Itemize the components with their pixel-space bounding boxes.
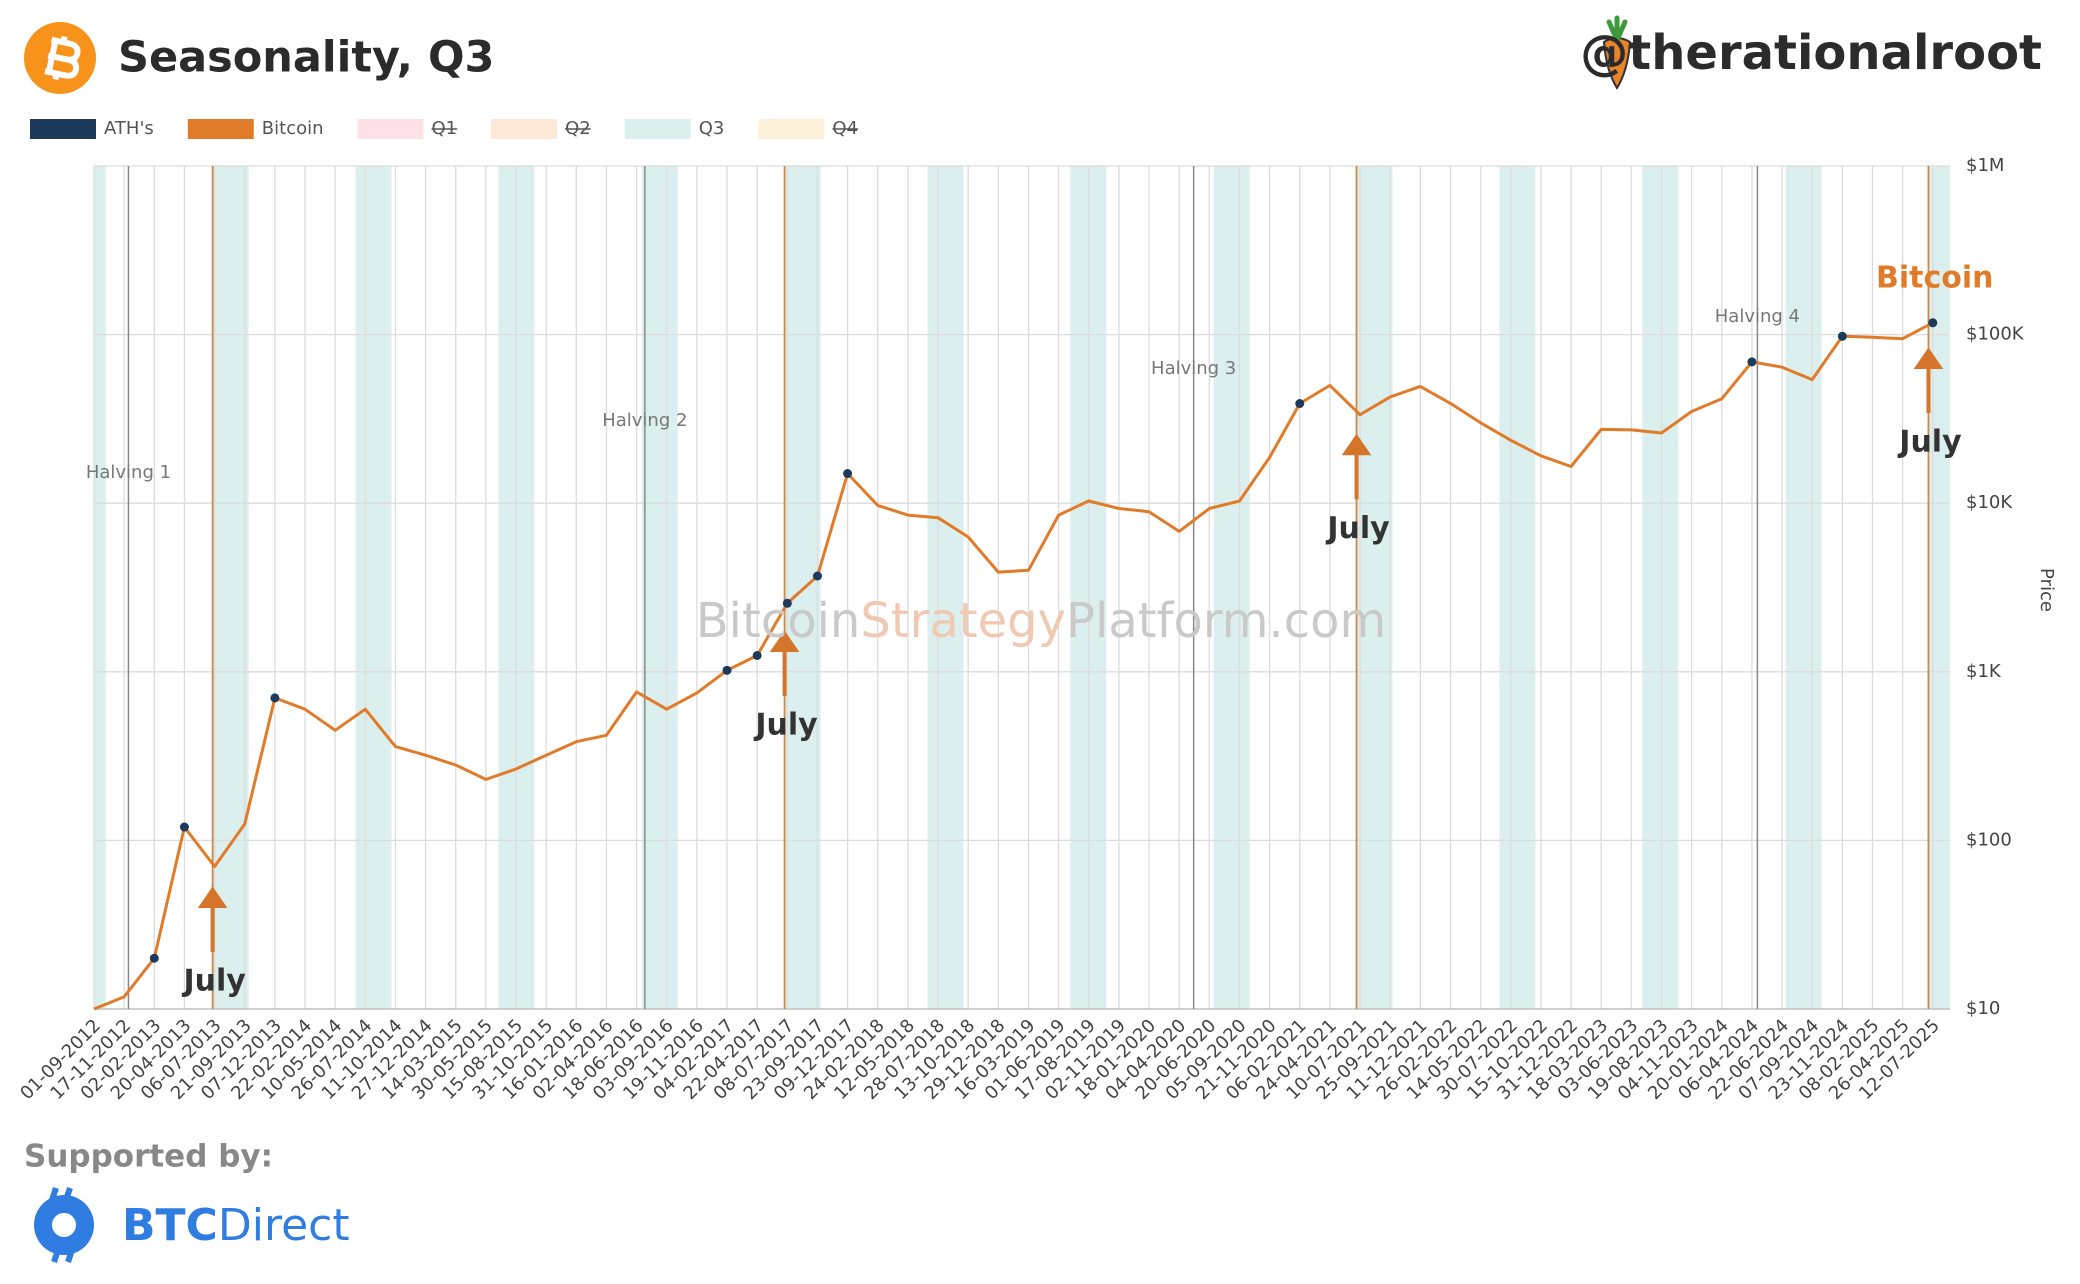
end-label: Bitcoin (1876, 260, 1994, 295)
july-arrow (769, 630, 800, 697)
july-label: July (181, 963, 246, 998)
quarter-band (1642, 166, 1679, 1009)
plot-area: 01-09-201217-11-201202-02-201320-04-2013… (16, 155, 2057, 1104)
quarter-band (927, 166, 964, 1009)
legend-label: Bitcoin (262, 118, 324, 139)
halving-label: Halving 1 (86, 462, 171, 483)
y-tick-label: $10K (1966, 492, 2013, 513)
july-label: July (1325, 511, 1390, 546)
price-line (93, 321, 1934, 1011)
legend-swatch (30, 119, 96, 139)
halving-label: Halving 4 (1715, 306, 1800, 327)
y-tick-label: $1M (1966, 155, 2004, 176)
legend-swatch (491, 119, 558, 139)
july-label: July (753, 708, 818, 743)
title: Seasonality, Q3 (118, 33, 494, 83)
legend-label: Q3 (699, 118, 725, 139)
legend-label: ATH's (104, 118, 154, 139)
july-arrow (1913, 347, 1944, 414)
july-label: July (1897, 425, 1962, 460)
carrot-leaves (1606, 15, 1628, 43)
watermark-part: Strategy (860, 593, 1066, 649)
legend-swatch (187, 119, 254, 139)
ath-point (722, 665, 732, 675)
y-tick-label: $10 (1966, 998, 2000, 1019)
quarter-band (212, 166, 249, 1009)
quarter-band (1213, 166, 1250, 1009)
supported-by: Supported by: (24, 1139, 273, 1175)
ath-point (1747, 357, 1757, 367)
legend-swatch (758, 119, 825, 139)
handle: @therationalroot (1580, 25, 2042, 81)
ath-point (1837, 331, 1847, 341)
y-axis-label: Price (2036, 568, 2057, 612)
quarter-band (1928, 166, 1950, 1009)
legend-swatch (624, 119, 691, 139)
quarter-band (355, 166, 392, 1009)
quarter-band (641, 166, 678, 1009)
y-tick-label: $100 (1966, 829, 2012, 850)
watermark-part: Platform.com (1066, 593, 1386, 649)
ath-point (812, 571, 822, 581)
btcdirect-icon-hole (52, 1213, 76, 1237)
watermark-part: Bitcoin (696, 593, 861, 649)
halving-label: Halving 2 (602, 410, 687, 431)
btcdirect-icon-bars (49, 1187, 75, 1263)
btcdirect-logo (34, 1187, 94, 1263)
sponsor: BTCDirect (122, 1200, 350, 1251)
y-tick-label: $100K (1966, 324, 2025, 345)
ath-point (752, 650, 762, 660)
halving-label: Halving 3 (1151, 358, 1236, 379)
quarter-band (94, 166, 106, 1009)
legend-swatch (357, 119, 424, 139)
watermark: BitcoinStrategyPlatform.com (696, 593, 1386, 649)
ath-point (1295, 399, 1305, 409)
ath-point (149, 953, 159, 963)
quarter-band (1785, 166, 1822, 1009)
sponsor-rest: Direct (218, 1200, 350, 1251)
sponsor-bold: BTC (122, 1200, 218, 1251)
july-arrow (1341, 433, 1372, 500)
quarter-band (1356, 166, 1393, 1009)
legend: ATH's Bitcoin Q1 Q2 Q3 Q4 (30, 118, 859, 139)
logo-glyph (44, 35, 81, 81)
ath-point (782, 598, 792, 608)
ath-point (179, 822, 189, 832)
ath-point (1928, 318, 1938, 328)
ath-point (843, 469, 853, 479)
july-arrow (197, 886, 228, 952)
bitcoin-logo (24, 22, 96, 94)
carrot-icon (1602, 15, 1632, 90)
quarter-band (1499, 166, 1536, 1009)
y-tick-label: $1K (1966, 661, 2002, 682)
ath-point (270, 693, 280, 703)
